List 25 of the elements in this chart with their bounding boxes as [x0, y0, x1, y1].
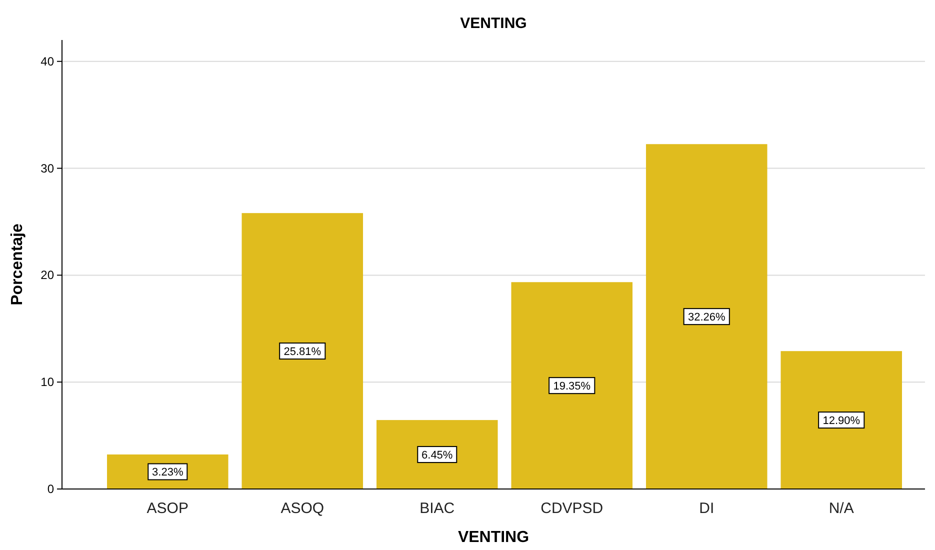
y-tick-label: 10	[40, 375, 54, 390]
data-label: 19.35%	[553, 380, 591, 393]
bar	[511, 282, 633, 489]
x-tick-label: BIAC	[420, 500, 455, 517]
x-tick-label: CDVPSD	[540, 500, 604, 517]
data-label: 6.45%	[422, 450, 453, 462]
data-label: 3.23%	[152, 466, 184, 479]
bar	[646, 144, 768, 489]
bar	[376, 420, 498, 489]
data-label: 32.26%	[688, 312, 726, 324]
y-tick-label: 40	[40, 54, 54, 68]
y-axis-title: Porcentaje	[9, 223, 26, 306]
bar	[242, 213, 364, 489]
x-tick-label: N/A	[828, 500, 854, 517]
x-axis-title: VENTING	[458, 529, 530, 546]
data-label: 12.90%	[822, 415, 860, 428]
x-tick-label: ASOQ	[280, 500, 324, 517]
bar	[780, 351, 902, 489]
y-tick-label: 20	[40, 268, 54, 282]
y-tick-label: 30	[40, 161, 54, 176]
x-tick-label: DI	[699, 500, 714, 517]
x-tick-label: ASOP	[146, 500, 188, 517]
y-tick-label: 0	[47, 482, 54, 496]
data-label: 25.81%	[284, 346, 322, 358]
chart-title: VENTING	[460, 15, 527, 32]
